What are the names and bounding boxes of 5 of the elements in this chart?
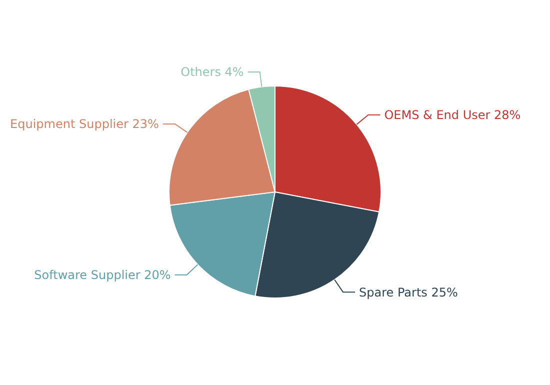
slice-label: Others 4% <box>180 65 244 80</box>
slice-label: Spare Parts 25% <box>359 285 458 300</box>
slice-label: Software Supplier 20% <box>34 268 171 282</box>
slice-label: OEMS & End User 28% <box>384 108 521 122</box>
slice-label: Equipment Supplier 23% <box>10 117 159 132</box>
